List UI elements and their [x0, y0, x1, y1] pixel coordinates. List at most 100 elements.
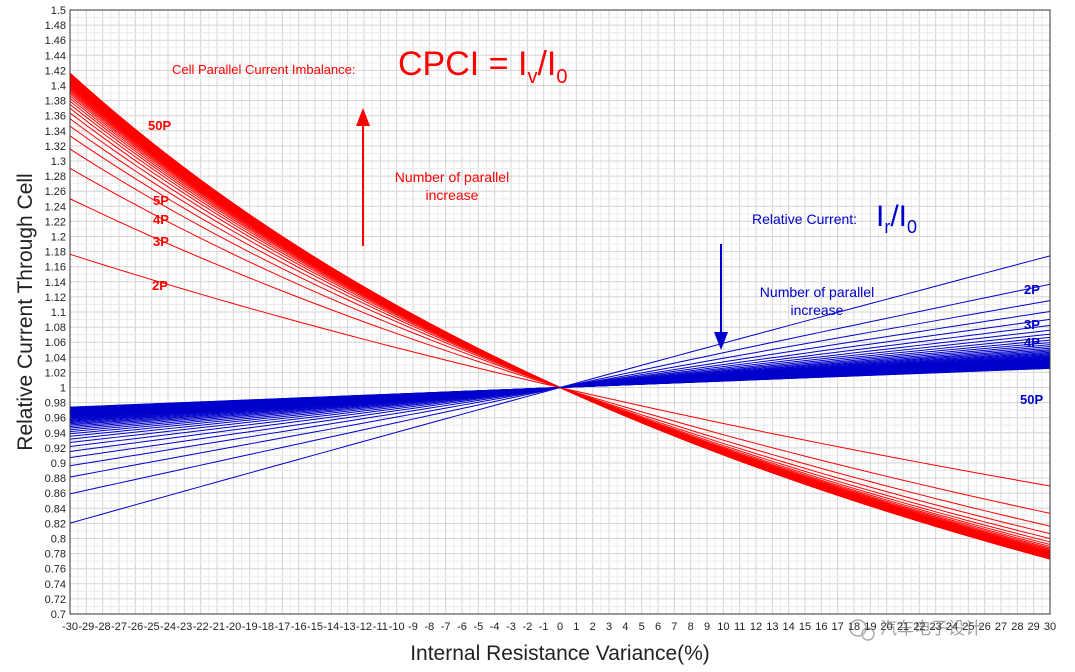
x-tick-label: -29 [78, 621, 94, 633]
y-tick-label: 1.34 [45, 126, 66, 138]
red-label-2p: 2P [152, 278, 168, 293]
cpci-formula-sub2: 0 [556, 66, 567, 88]
x-tick-label: 21 [897, 621, 909, 633]
x-tick-label: 12 [750, 621, 762, 633]
x-tick-label: -19 [242, 621, 258, 633]
y-tick-label: 1.5 [51, 5, 66, 17]
rel-formula: Ir/I0 [876, 200, 917, 237]
y-tick-label: 1.18 [45, 247, 66, 259]
y-tick-label: 1.44 [45, 50, 66, 62]
y-tick-label: 0.72 [45, 594, 66, 606]
x-tick-label: 8 [688, 621, 694, 633]
watermark-text: 汽车电子设计 [880, 619, 982, 638]
blue-label-2p: 2P [1024, 282, 1040, 297]
plot-frame [69, 9, 1051, 615]
x-tick-label: -15 [307, 621, 323, 633]
y-tick-label: 1.26 [45, 186, 66, 198]
y-tick-label: 1.04 [45, 352, 66, 364]
rel-formula-tail: /I [890, 200, 907, 233]
y-tick-label: 0.96 [45, 413, 66, 425]
red-arrow-up-icon [356, 108, 370, 126]
cpci-formula: CPCI = Iv/I0 [398, 45, 567, 88]
y-tick-label: 1.08 [45, 322, 66, 334]
y-tick-label: 1.1 [51, 307, 66, 319]
x-tick-labels: -30 -29 -28 -27 -26 -25 -24 -23 -22 -21 -20 -19 -18-… [62, 621, 1056, 633]
x-tick-label: 28 [1011, 621, 1023, 633]
y-tick-label: 1.48 [45, 20, 66, 32]
cpci-prefix: Cell Parallel Current Imbalance: [172, 62, 356, 77]
x-tick-label: 15 [799, 621, 811, 633]
y-tick-label: 1.36 [45, 111, 66, 123]
x-tick-label: -2 [522, 621, 532, 633]
x-tick-label: -13 [340, 621, 356, 633]
x-tick-label: -3 [506, 621, 516, 633]
y-tick-label: 1.14 [45, 277, 66, 289]
blue-note-line1: Number of parallel [760, 284, 874, 300]
y-axis-title: Relative Current Through Cell [14, 173, 37, 450]
x-tick-label: 11 [734, 621, 745, 633]
y-tick-label: 0.9 [51, 458, 66, 470]
x-tick-label: -8 [424, 621, 434, 633]
x-tick-label: 4 [622, 621, 628, 633]
y-tick-label: 0.78 [45, 549, 66, 561]
red-label-4p: 4P [153, 212, 169, 227]
y-tick-label: 1.02 [45, 367, 66, 379]
series-line-relative-current-50p [69, 367, 1051, 408]
blue-note-line2: increase [791, 302, 844, 318]
x-tick-label: 0 [557, 621, 563, 633]
x-tick-label: -30 [62, 621, 78, 633]
x-tick-label: -12 [356, 621, 372, 633]
x-tick-label: 23 [930, 621, 942, 633]
x-tick-label: 6 [655, 621, 661, 633]
x-tick-label: -24 [160, 621, 176, 633]
y-tick-label: 0.84 [45, 503, 66, 515]
x-tick-label: 13 [766, 621, 778, 633]
x-tick-label: 30 [1044, 621, 1056, 633]
y-tick-label: 1.24 [45, 201, 66, 213]
x-tick-label: 5 [639, 621, 645, 633]
y-tick-label: 0.82 [45, 518, 66, 530]
y-tick-label: 1.32 [45, 141, 66, 153]
x-tick-label: 7 [671, 621, 677, 633]
y-tick-label: 0.86 [45, 488, 66, 500]
y-tick-label: 0.74 [45, 579, 66, 591]
x-tick-label: 2 [590, 621, 596, 633]
x-tick-label: 16 [815, 621, 827, 633]
blue-arrow-down-icon [714, 332, 728, 350]
y-tick-label: 0.8 [51, 534, 66, 546]
x-tick-label: 20 [881, 621, 893, 633]
x-tick-label: -10 [389, 621, 405, 633]
rel-formula-sub: r [884, 217, 890, 237]
x-tick-label: 3 [606, 621, 612, 633]
y-tick-label: 1.22 [45, 216, 66, 228]
x-tick-label: -11 [373, 621, 388, 633]
cpci-formula-main: CPCI = I [398, 45, 527, 83]
red-label-50p: 50P [148, 118, 171, 133]
y-tick-label: 1.4 [51, 81, 66, 93]
x-tick-label: -16 [291, 621, 307, 633]
x-tick-label: 1 [573, 621, 579, 633]
x-tick-label: -22 [193, 621, 209, 633]
x-tick-label: 24 [946, 621, 958, 633]
x-tick-label: -4 [490, 621, 500, 633]
x-tick-label: -17 [274, 621, 290, 633]
y-tick-label: 0.98 [45, 398, 66, 410]
y-tick-label: 1 [60, 383, 66, 395]
rel-formula-sub2: 0 [907, 217, 917, 237]
x-tick-label: 27 [995, 621, 1007, 633]
x-tick-label: -21 [209, 621, 225, 633]
x-tick-label: -26 [127, 621, 143, 633]
x-tick-label: 17 [832, 621, 844, 633]
y-tick-label: 1.3 [51, 156, 66, 168]
x-tick-label: 9 [704, 621, 710, 633]
cpci-formula-tail: /I [537, 45, 556, 83]
blue-label-3p: 3P [1024, 317, 1040, 332]
y-tick-label: 1.12 [45, 292, 66, 304]
cpci-formula-sub: v [527, 66, 537, 88]
y-tick-label: 0.92 [45, 443, 66, 455]
y-tick-label: 0.88 [45, 473, 66, 485]
red-note-line1: Number of parallel [395, 169, 509, 185]
x-tick-label: -9 [408, 621, 418, 633]
